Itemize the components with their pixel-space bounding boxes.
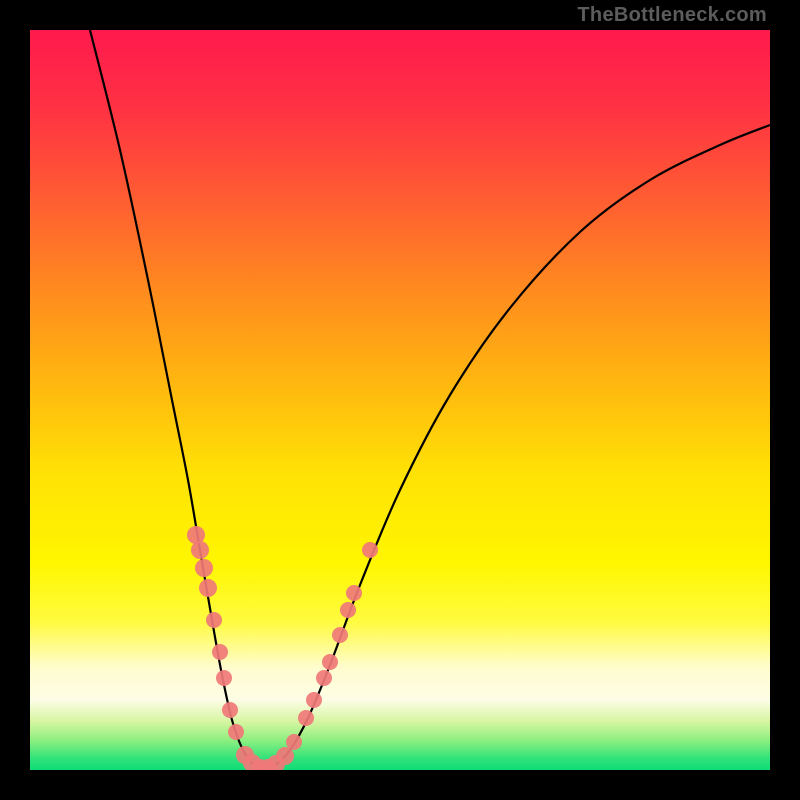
data-marker [216,670,232,686]
data-marker [222,702,238,718]
data-marker [362,542,378,558]
curve-layer [30,30,770,770]
data-marker [206,612,222,628]
data-marker [316,670,332,686]
watermark-text: TheBottleneck.com [577,4,767,27]
data-marker [340,602,356,618]
data-marker [306,692,322,708]
data-marker [195,559,213,577]
data-marker [199,579,217,597]
data-marker [322,654,338,670]
data-marker [286,734,302,750]
plot-area [30,30,770,770]
data-marker [332,627,348,643]
data-marker [276,747,294,765]
data-markers [187,526,378,770]
data-marker [191,541,209,559]
data-marker [298,710,314,726]
data-marker [346,585,362,601]
chart-frame: TheBottleneck.com [0,0,800,800]
data-marker [212,644,228,660]
data-marker [228,724,244,740]
bottleneck-curve [90,30,770,769]
